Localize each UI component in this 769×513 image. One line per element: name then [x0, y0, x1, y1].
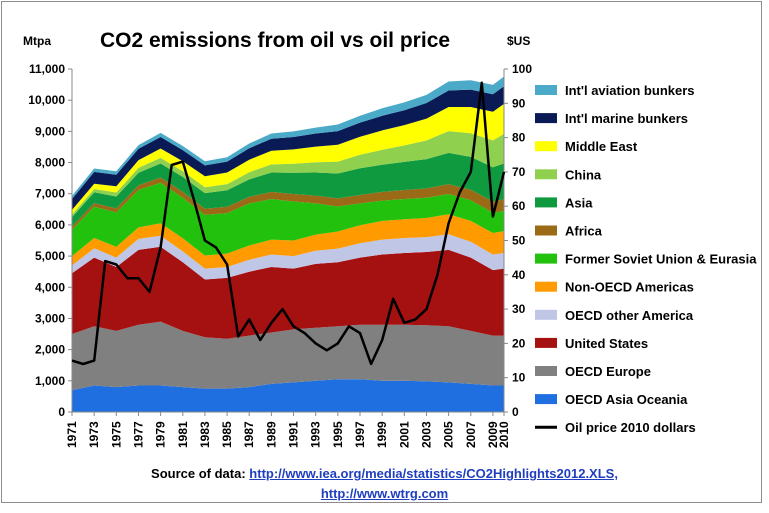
x-tick-label: 1989	[264, 421, 278, 448]
x-tick-label: 1995	[331, 421, 345, 448]
right-tick-label: 10	[512, 371, 526, 385]
right-axis-label: $US	[507, 34, 530, 48]
source-line-1: Source of data: http://www.iea.org/media…	[0, 466, 769, 481]
x-tick-label: 1973	[87, 421, 101, 448]
legend-swatch	[535, 394, 557, 405]
left-axis-label: Mtpa	[23, 34, 51, 48]
area-int-l-marine-bunkers	[72, 86, 504, 210]
right-tick-label: 60	[512, 199, 526, 213]
x-tick-label: 1997	[353, 421, 367, 448]
x-tick-label: 1975	[109, 421, 123, 448]
right-tick-label: 20	[512, 336, 526, 350]
legend-swatch	[535, 169, 557, 180]
legend-swatch	[535, 113, 557, 124]
x-tick-label: 1971	[65, 421, 79, 448]
right-tick-label: 50	[512, 234, 526, 248]
x-tick-label: 1983	[198, 421, 212, 448]
right-tick-label: 40	[512, 268, 526, 282]
x-tick-label: 1979	[154, 421, 168, 448]
x-tick-label: 1985	[220, 421, 234, 448]
left-tick-label: 2,000	[35, 343, 65, 357]
area-int-l-aviation-bunkers	[72, 76, 504, 199]
legend-swatch	[535, 337, 557, 348]
area-non-oecd-americas	[72, 214, 504, 269]
right-tick-label: 70	[512, 165, 526, 179]
area-africa	[72, 177, 504, 230]
left-tick-label: 6,000	[35, 218, 65, 232]
legend-swatch	[535, 197, 557, 208]
legend-swatch	[535, 366, 557, 376]
left-tick-label: 0	[58, 405, 65, 419]
line-oil-price	[71, 81, 506, 366]
x-tick-label: 2003	[420, 421, 434, 448]
right-tick-label: 30	[512, 302, 526, 316]
area-oecd-asia-oceania	[72, 379, 504, 412]
x-tick-label: 1999	[375, 421, 389, 448]
x-tick-label: 2009	[486, 421, 500, 448]
legend-swatch	[535, 85, 557, 95]
legend-label: Non-OECD Americas	[565, 280, 694, 295]
legend-label: Int'l aviation bunkers	[565, 83, 695, 98]
x-tick-label: 2010	[497, 421, 511, 448]
left-tick-label: 1,000	[35, 374, 65, 388]
legend-swatch	[535, 253, 557, 264]
left-tick-label: 9,000	[35, 124, 65, 138]
legend-label: Africa	[565, 224, 603, 239]
x-tick-label: 2005	[442, 421, 456, 448]
x-tick-label: 1981	[176, 421, 190, 448]
x-tick-label: 1993	[309, 421, 323, 448]
source-label: Source of data:	[151, 466, 246, 481]
legend-swatch	[535, 225, 557, 236]
left-tick-label: 4,000	[35, 280, 65, 294]
left-tick-label: 3,000	[35, 311, 65, 325]
area-asia	[72, 152, 504, 227]
legend-label: OECD Europe	[565, 364, 651, 379]
legend-label: Former Soviet Union & Eurasia	[565, 252, 757, 267]
chart-title: CO2 emissions from oil vs oil price	[100, 29, 450, 52]
area-oecd-europe	[72, 321, 504, 391]
right-tick-label: 90	[512, 96, 526, 110]
x-tick-label: 1991	[287, 421, 301, 448]
area-middle-east	[72, 103, 504, 215]
legend-swatch	[535, 309, 557, 320]
left-tick-label: 10,000	[28, 93, 65, 107]
legend-label: OECD other America	[565, 308, 694, 323]
area-oecd-other-america	[72, 234, 504, 280]
left-tick-label: 8,000	[35, 156, 65, 170]
legend-swatch	[535, 281, 557, 292]
left-tick-label: 5,000	[35, 249, 65, 263]
x-tick-label: 2001	[397, 421, 411, 448]
legend-label: OECD Asia Oceania	[565, 392, 688, 407]
legend-label: Asia	[565, 195, 593, 210]
legend-label: Int'l marine bunkers	[565, 111, 688, 126]
x-tick-label: 2007	[464, 421, 478, 448]
left-tick-label: 7,000	[35, 187, 65, 201]
area-former-soviet-union-eurasia	[72, 182, 504, 257]
x-tick-label: 1977	[132, 421, 146, 448]
x-tick-label: 1987	[242, 421, 256, 448]
legend-label: Oil price 2010 dollars	[565, 420, 696, 435]
legend-label: United States	[565, 336, 648, 351]
left-tick-label: 11,000	[29, 62, 65, 76]
legend-swatch	[535, 141, 557, 152]
source-link-iea[interactable]: http://www.iea.org/media/statistics/CO2H…	[249, 466, 618, 481]
area-china	[72, 131, 504, 218]
legend-label: China	[565, 167, 602, 182]
area-united-states	[72, 246, 504, 339]
right-tick-label: 100	[512, 62, 532, 76]
right-tick-label: 0	[512, 405, 519, 419]
source-link-wtrg[interactable]: http://www.wtrg.com	[320, 486, 449, 501]
right-tick-label: 80	[512, 131, 526, 145]
legend-label: Middle East	[565, 139, 638, 154]
source-line-2: http://www.wtrg.com	[0, 486, 769, 501]
